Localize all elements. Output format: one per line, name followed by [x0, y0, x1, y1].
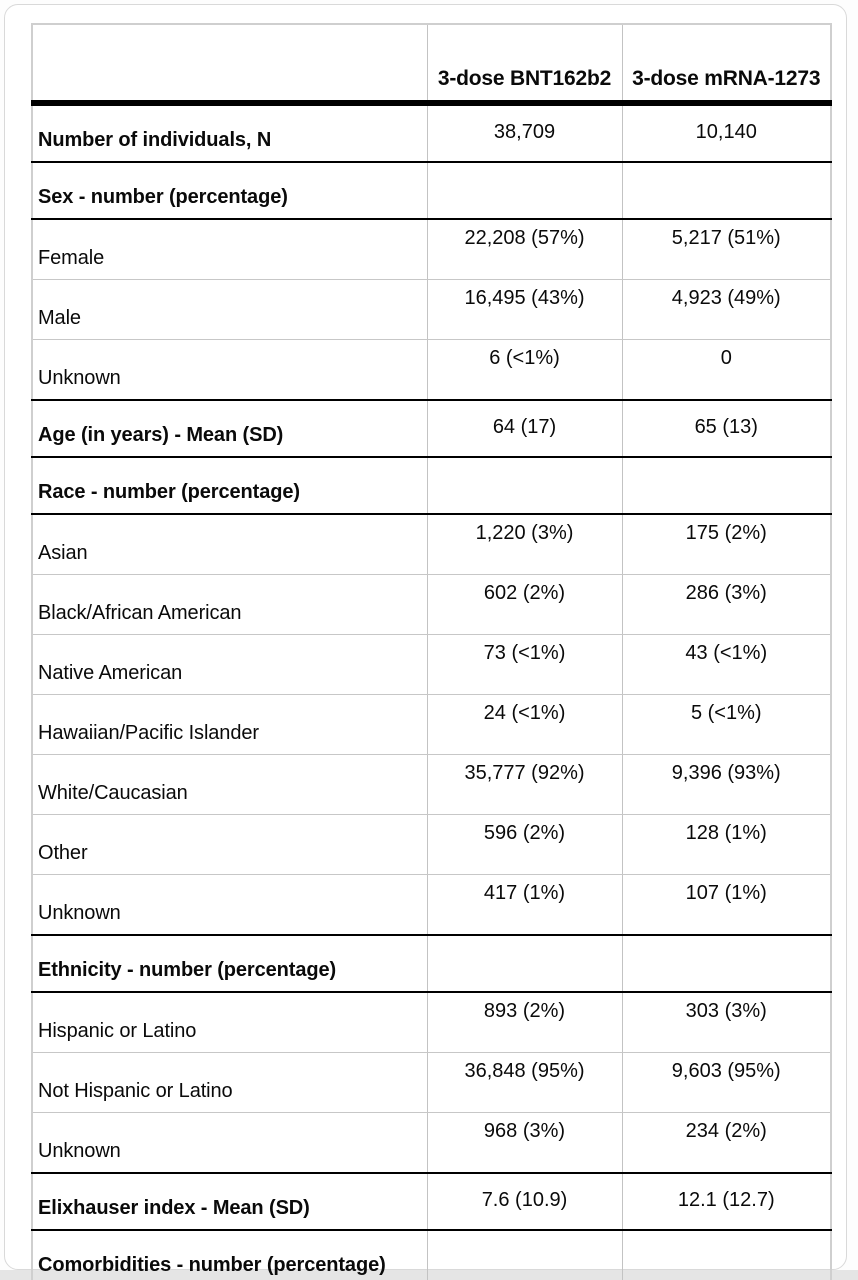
- row-value-bnt162b2: 35,777 (92%): [426, 754, 623, 815]
- row-label: Race - number (percentage): [31, 457, 428, 515]
- table-row: Native American 73 (<1%) 43 (<1%): [31, 634, 832, 695]
- table-row: Elixhauser index - Mean (SD) 7.6 (10.9) …: [31, 1173, 832, 1231]
- baseline-characteristics-table: 3-dose BNT162b2 3-dose mRNA-1273 Number …: [31, 23, 832, 1280]
- table-row: Hispanic or Latino 893 (2%) 303 (3%): [31, 992, 832, 1053]
- row-value-bnt162b2: 22,208 (57%): [426, 219, 623, 280]
- row-label: Not Hispanic or Latino: [31, 1052, 428, 1113]
- row-value-bnt162b2: 64 (17): [426, 400, 623, 458]
- row-label: White/Caucasian: [31, 754, 428, 815]
- table-row: Ethnicity - number (percentage): [31, 935, 832, 993]
- row-value-mrna-1273: 107 (1%): [621, 874, 832, 936]
- row-value-mrna-1273: 10,140: [621, 103, 832, 163]
- row-value-mrna-1273: 0: [621, 339, 832, 401]
- row-label: Ethnicity - number (percentage): [31, 935, 428, 993]
- row-value-mrna-1273: 65 (13): [621, 400, 832, 458]
- table-row: Unknown 968 (3%) 234 (2%): [31, 1112, 832, 1174]
- row-label: Unknown: [31, 874, 428, 936]
- row-label: Hispanic or Latino: [31, 992, 428, 1053]
- table-row: Unknown 417 (1%) 107 (1%): [31, 874, 832, 936]
- row-label: Comorbidities - number (percentage): [31, 1230, 428, 1280]
- row-value-bnt162b2: 893 (2%): [426, 992, 623, 1053]
- row-value-bnt162b2: 16,495 (43%): [426, 279, 623, 340]
- row-value-bnt162b2: 417 (1%): [426, 874, 623, 936]
- row-value-mrna-1273: 128 (1%): [621, 814, 832, 875]
- row-value-bnt162b2: 24 (<1%): [426, 694, 623, 755]
- row-value-mrna-1273: [621, 935, 832, 993]
- table-row: Race - number (percentage): [31, 457, 832, 515]
- table-row: Black/African American 602 (2%) 286 (3%): [31, 574, 832, 635]
- content-card: 3-dose BNT162b2 3-dose mRNA-1273 Number …: [4, 4, 847, 1280]
- row-label: Native American: [31, 634, 428, 695]
- row-value-bnt162b2: 602 (2%): [426, 574, 623, 635]
- row-label: Hawaiian/Pacific Islander: [31, 694, 428, 755]
- row-value-mrna-1273: 9,396 (93%): [621, 754, 832, 815]
- table-row: Other 596 (2%) 128 (1%): [31, 814, 832, 875]
- table-header-row: 3-dose BNT162b2 3-dose mRNA-1273: [31, 24, 832, 106]
- row-value-mrna-1273: 43 (<1%): [621, 634, 832, 695]
- row-value-mrna-1273: 5,217 (51%): [621, 219, 832, 280]
- table-row: Asian 1,220 (3%) 175 (2%): [31, 514, 832, 575]
- row-value-mrna-1273: 4,923 (49%): [621, 279, 832, 340]
- row-value-bnt162b2: 7.6 (10.9): [426, 1173, 623, 1231]
- row-label: Unknown: [31, 339, 428, 401]
- column-header-mrna-1273: 3-dose mRNA-1273: [621, 24, 832, 106]
- table-row: Female 22,208 (57%) 5,217 (51%): [31, 219, 832, 280]
- row-label: Sex - number (percentage): [31, 162, 428, 220]
- row-value-bnt162b2: [426, 935, 623, 993]
- row-label: Asian: [31, 514, 428, 575]
- table-row: Unknown 6 (<1%) 0: [31, 339, 832, 401]
- row-label: Other: [31, 814, 428, 875]
- row-label: Number of individuals, N: [31, 103, 428, 163]
- row-label: Elixhauser index - Mean (SD): [31, 1173, 428, 1231]
- row-value-bnt162b2: 596 (2%): [426, 814, 623, 875]
- table-row: Hawaiian/Pacific Islander 24 (<1%) 5 (<1…: [31, 694, 832, 755]
- row-value-mrna-1273: 175 (2%): [621, 514, 832, 575]
- table-row: Comorbidities - number (percentage): [31, 1230, 832, 1280]
- row-value-bnt162b2: [426, 1230, 623, 1280]
- table-row: Number of individuals, N 38,709 10,140: [31, 103, 832, 163]
- table-row: White/Caucasian 35,777 (92%) 9,396 (93%): [31, 754, 832, 815]
- row-label: Female: [31, 219, 428, 280]
- row-value-mrna-1273: 303 (3%): [621, 992, 832, 1053]
- table-container: 3-dose BNT162b2 3-dose mRNA-1273 Number …: [31, 23, 832, 1280]
- table-body: Number of individuals, N 38,709 10,140 S…: [31, 103, 832, 1280]
- row-value-bnt162b2: 36,848 (95%): [426, 1052, 623, 1113]
- row-value-mrna-1273: [621, 457, 832, 515]
- row-value-mrna-1273: 5 (<1%): [621, 694, 832, 755]
- row-value-mrna-1273: 286 (3%): [621, 574, 832, 635]
- row-value-mrna-1273: [621, 162, 832, 220]
- header-empty-cell: [31, 24, 428, 106]
- row-value-bnt162b2: [426, 457, 623, 515]
- row-label: Male: [31, 279, 428, 340]
- row-value-bnt162b2: 1,220 (3%): [426, 514, 623, 575]
- column-header-bnt162b2: 3-dose BNT162b2: [426, 24, 623, 106]
- row-value-bnt162b2: 968 (3%): [426, 1112, 623, 1174]
- row-label: Black/African American: [31, 574, 428, 635]
- row-value-bnt162b2: 38,709: [426, 103, 623, 163]
- table-row: Sex - number (percentage): [31, 162, 832, 220]
- row-value-mrna-1273: 234 (2%): [621, 1112, 832, 1174]
- row-value-bnt162b2: 6 (<1%): [426, 339, 623, 401]
- table-row: Male 16,495 (43%) 4,923 (49%): [31, 279, 832, 340]
- table-row: Not Hispanic or Latino 36,848 (95%) 9,60…: [31, 1052, 832, 1113]
- table-row: Age (in years) - Mean (SD) 64 (17) 65 (1…: [31, 400, 832, 458]
- row-value-bnt162b2: 73 (<1%): [426, 634, 623, 695]
- row-value-mrna-1273: 12.1 (12.7): [621, 1173, 832, 1231]
- row-value-bnt162b2: [426, 162, 623, 220]
- row-label: Age (in years) - Mean (SD): [31, 400, 428, 458]
- row-value-mrna-1273: 9,603 (95%): [621, 1052, 832, 1113]
- row-label: Unknown: [31, 1112, 428, 1174]
- row-value-mrna-1273: [621, 1230, 832, 1280]
